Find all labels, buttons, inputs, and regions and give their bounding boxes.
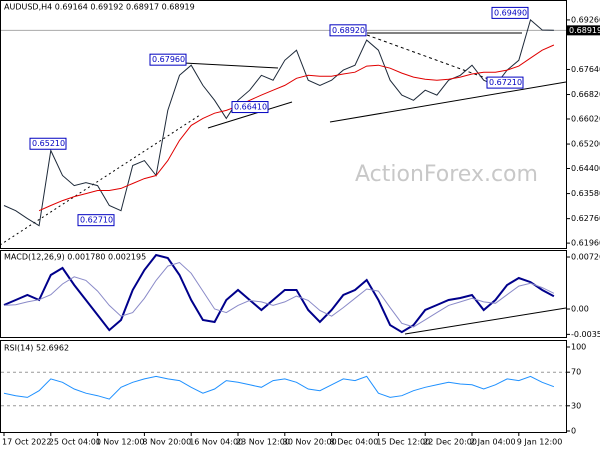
series-line: [3, 19, 554, 227]
panel-header: RSI(14) 52.6962: [4, 344, 69, 353]
last-price-label: 0.68919: [569, 26, 600, 35]
annotation-label: 0.65210: [32, 139, 65, 148]
annotation-box: [29, 137, 67, 150]
series-line: [3, 261, 555, 328]
annotation-box: [486, 76, 524, 89]
y-tick-label: -0.003542: [571, 330, 600, 339]
y-tick-label: 0.007269: [571, 253, 600, 262]
y-tick-label: 0.00: [571, 305, 589, 314]
trend-line: [329, 81, 567, 123]
price-panel: [0, 0, 567, 249]
x-tick-label: 22 Dec 20:00: [423, 438, 477, 447]
annotation-box: [329, 24, 367, 37]
x-tick-label: 23 Nov 12:00: [236, 438, 290, 447]
annotation-label: 0.68920: [332, 26, 365, 35]
macd-panel: [0, 250, 567, 338]
annotation-box: [149, 53, 187, 66]
rsi-panel: [0, 340, 567, 433]
x-tick-label: 9 Jan 12:00: [517, 438, 563, 447]
y-tick-label: 0: [571, 427, 576, 436]
x-tick-label: 15 Dec 12:00: [376, 438, 430, 447]
last-price-box: [567, 25, 600, 36]
series-line: [38, 44, 555, 212]
y-tick-label: 30: [571, 401, 581, 410]
watermark: ActionForex.com: [355, 162, 538, 187]
x-tick-label: 16 Nov 04:00: [189, 438, 243, 447]
annotation-label: 0.62710: [80, 216, 113, 225]
x-tick-label: 30 Nov 20:00: [283, 438, 337, 447]
series-line: [3, 253, 555, 334]
y-tick-label: 0.61960: [571, 239, 600, 248]
trend-line: [207, 101, 293, 129]
trend-line: [404, 307, 567, 335]
annotation-label: 0.66410: [234, 103, 267, 112]
x-tick-label: 1 Nov 12:00: [96, 438, 145, 447]
annotation-box: [231, 101, 269, 114]
series-line: [3, 375, 555, 400]
y-tick-label: 70: [571, 368, 581, 377]
annotation-box: [491, 6, 529, 19]
annotation-label: 0.69490: [494, 8, 527, 17]
x-tick-label: 2 Jan 04:00: [470, 438, 516, 447]
panel-header: MACD(12,26,9) 0.001780 0.002195: [4, 253, 146, 262]
panel-header: AUDUSD,H4 0.69164 0.69192 0.68917 0.6891…: [4, 3, 195, 12]
trend-line: [366, 34, 506, 86]
annotation-label: 0.67960: [152, 55, 185, 64]
x-tick-label: 17 Oct 2022: [2, 438, 51, 447]
annotation-label: 0.67210: [489, 78, 522, 87]
annotation-box: [77, 214, 115, 227]
x-tick-label: 8 Nov 20:00: [142, 438, 191, 447]
x-tick-label: 25 Oct 04:00: [49, 438, 101, 447]
x-tick-label: 8 Dec 04:00: [330, 438, 379, 447]
y-tick-label: 100: [571, 343, 586, 352]
